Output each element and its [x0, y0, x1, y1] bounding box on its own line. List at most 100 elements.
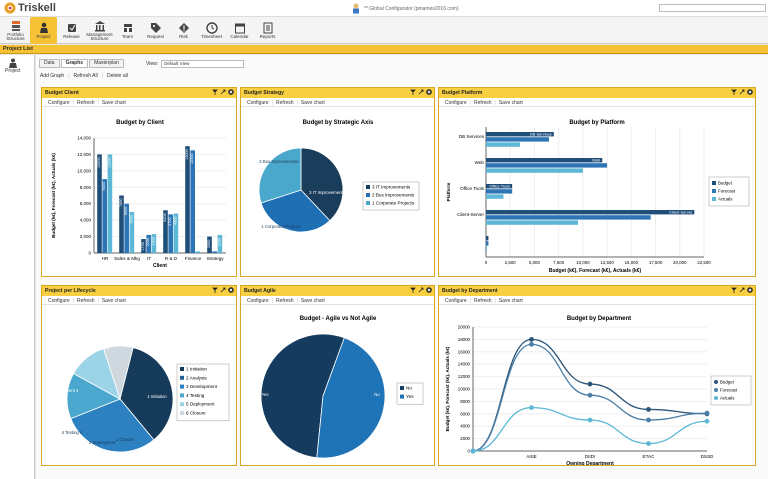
nav-item-request[interactable]: Request [142, 17, 169, 44]
configure-button[interactable]: Configure [48, 298, 70, 304]
legend-label: 5 Deployment [186, 402, 215, 407]
view-label: View: [146, 61, 159, 67]
save-chart-button[interactable]: Save chart [300, 100, 325, 106]
point-budget [646, 407, 651, 412]
pin-icon[interactable] [212, 89, 218, 95]
nav-item-release[interactable]: Release [58, 17, 85, 44]
expand-icon[interactable] [739, 89, 745, 95]
pin-icon[interactable] [212, 287, 218, 293]
nav-item-reports[interactable]: Reports [254, 17, 281, 44]
x-tick-label: HR [102, 256, 109, 261]
separator: | [271, 298, 273, 304]
tag-icon [150, 22, 161, 33]
pin-icon[interactable] [731, 287, 737, 293]
user-icon [353, 3, 359, 14]
chart-client: Budget by Client 0 2,000 4,000 6,000 8,000 10,… [51, 120, 226, 269]
point-actuals [529, 405, 534, 410]
y-tick-label: 14000 [458, 362, 471, 367]
refresh-button[interactable]: Refresh [474, 100, 492, 106]
nav-item-calendar[interactable]: Calendar [226, 17, 253, 44]
nav-item-project[interactable]: Project [30, 17, 57, 44]
app-logo[interactable]: Triskell [4, 2, 56, 14]
pin-icon[interactable] [410, 89, 416, 95]
point-actuals [470, 448, 476, 454]
legend-swatch [180, 375, 184, 380]
legend-swatch [366, 201, 370, 205]
y-tick-label: 14,000 [77, 136, 91, 141]
refresh-all-button[interactable]: Refresh All [73, 73, 98, 79]
reports-icon [263, 22, 272, 34]
clock-icon [205, 22, 218, 34]
expand-icon[interactable] [418, 89, 424, 95]
pin-icon[interactable] [410, 287, 416, 293]
close-icon[interactable] [426, 287, 432, 293]
separator: | [101, 73, 103, 79]
nav-item-label: Request [147, 33, 164, 39]
save-chart-button[interactable]: Save chart [498, 100, 523, 106]
nav-item-risk[interactable]: Risk [170, 17, 197, 44]
y-tick-label: 20000 [458, 325, 471, 330]
bar-budget [486, 210, 695, 215]
save-chart-button[interactable]: Save chart [101, 298, 126, 304]
bar-budget [486, 158, 603, 163]
nav-item-timesheet[interactable]: Timesheet [198, 17, 225, 44]
expand-icon[interactable] [418, 287, 424, 293]
nav-item-label: Team [121, 33, 133, 39]
refresh-button[interactable]: Refresh [276, 298, 294, 304]
expand-icon[interactable] [739, 287, 745, 293]
pie-slice-lifecycle-1 [119, 347, 174, 441]
close-icon[interactable] [747, 287, 753, 293]
nav-item-label: Portfolio Structure [6, 31, 25, 41]
pin-icon[interactable] [731, 89, 737, 95]
logo-icon [4, 2, 16, 14]
close-icon[interactable] [747, 89, 753, 95]
refresh-button[interactable]: Refresh [276, 100, 294, 106]
close-icon[interactable] [426, 89, 432, 95]
y-tick-label: 2,000 [80, 234, 92, 239]
nav-item-team[interactable]: Team [114, 17, 141, 44]
close-icon[interactable] [228, 287, 234, 293]
tab-graphs[interactable]: Graphs [60, 59, 89, 68]
nav-item-management-structure[interactable]: Management Structure [86, 17, 113, 44]
data-label: 2200 [146, 238, 150, 246]
save-chart-button[interactable]: Save chart [101, 100, 126, 106]
separator: | [68, 73, 70, 79]
panel-title: Budget Platform [442, 90, 483, 96]
add-graph-button[interactable]: Add Graph [40, 73, 65, 79]
delete-all-button[interactable]: Delete all [107, 73, 128, 79]
nav-item-label: Reports [259, 33, 276, 39]
save-chart-button[interactable]: Save chart [300, 298, 325, 304]
project-icon [39, 22, 48, 33]
expand-icon[interactable] [220, 287, 226, 293]
legend-label: Yes [406, 394, 414, 399]
x-tick-label: Strategy [206, 256, 224, 261]
close-icon[interactable] [228, 89, 234, 95]
data-label: DB Services [530, 132, 552, 137]
slice-label: 3 IT Improvements [309, 190, 345, 195]
main-nav: Portfolio Structure Project Release Managem… [0, 17, 768, 44]
expand-icon[interactable] [220, 89, 226, 95]
separator: | [97, 100, 99, 106]
refresh-button[interactable]: Refresh [77, 100, 95, 106]
refresh-button[interactable]: Refresh [474, 298, 492, 304]
refresh-button[interactable]: Refresh [77, 298, 95, 304]
configure-button[interactable]: Configure [247, 100, 269, 106]
configure-button[interactable]: Configure [445, 100, 467, 106]
tab-data[interactable]: Data [39, 59, 60, 68]
tab-masterplan[interactable]: Masterplan [89, 59, 124, 68]
configure-button[interactable]: Configure [48, 100, 70, 106]
configure-button[interactable]: Configure [445, 298, 467, 304]
search-input[interactable] [659, 4, 766, 12]
save-chart-button[interactable]: Save chart [498, 298, 523, 304]
pie-slice-lifecycle-3 [70, 398, 155, 453]
sidebar-item-project[interactable]: Project [5, 58, 21, 74]
user-info[interactable]: ** Global Configurator (pmames2016.com) [352, 3, 459, 14]
nav-item-portfolio-structure[interactable]: Portfolio Structure [2, 17, 29, 44]
view-select[interactable]: Default View [161, 60, 245, 68]
y-tick-label: 12,000 [77, 152, 91, 157]
line-forecast [472, 343, 708, 452]
y-tick-label: 12000 [458, 374, 471, 379]
y-tick-label: 8,000 [80, 185, 92, 190]
configure-button[interactable]: Configure [247, 298, 269, 304]
panel-platform: Budget Platform Configure | Refresh | Save ch… [438, 87, 756, 277]
